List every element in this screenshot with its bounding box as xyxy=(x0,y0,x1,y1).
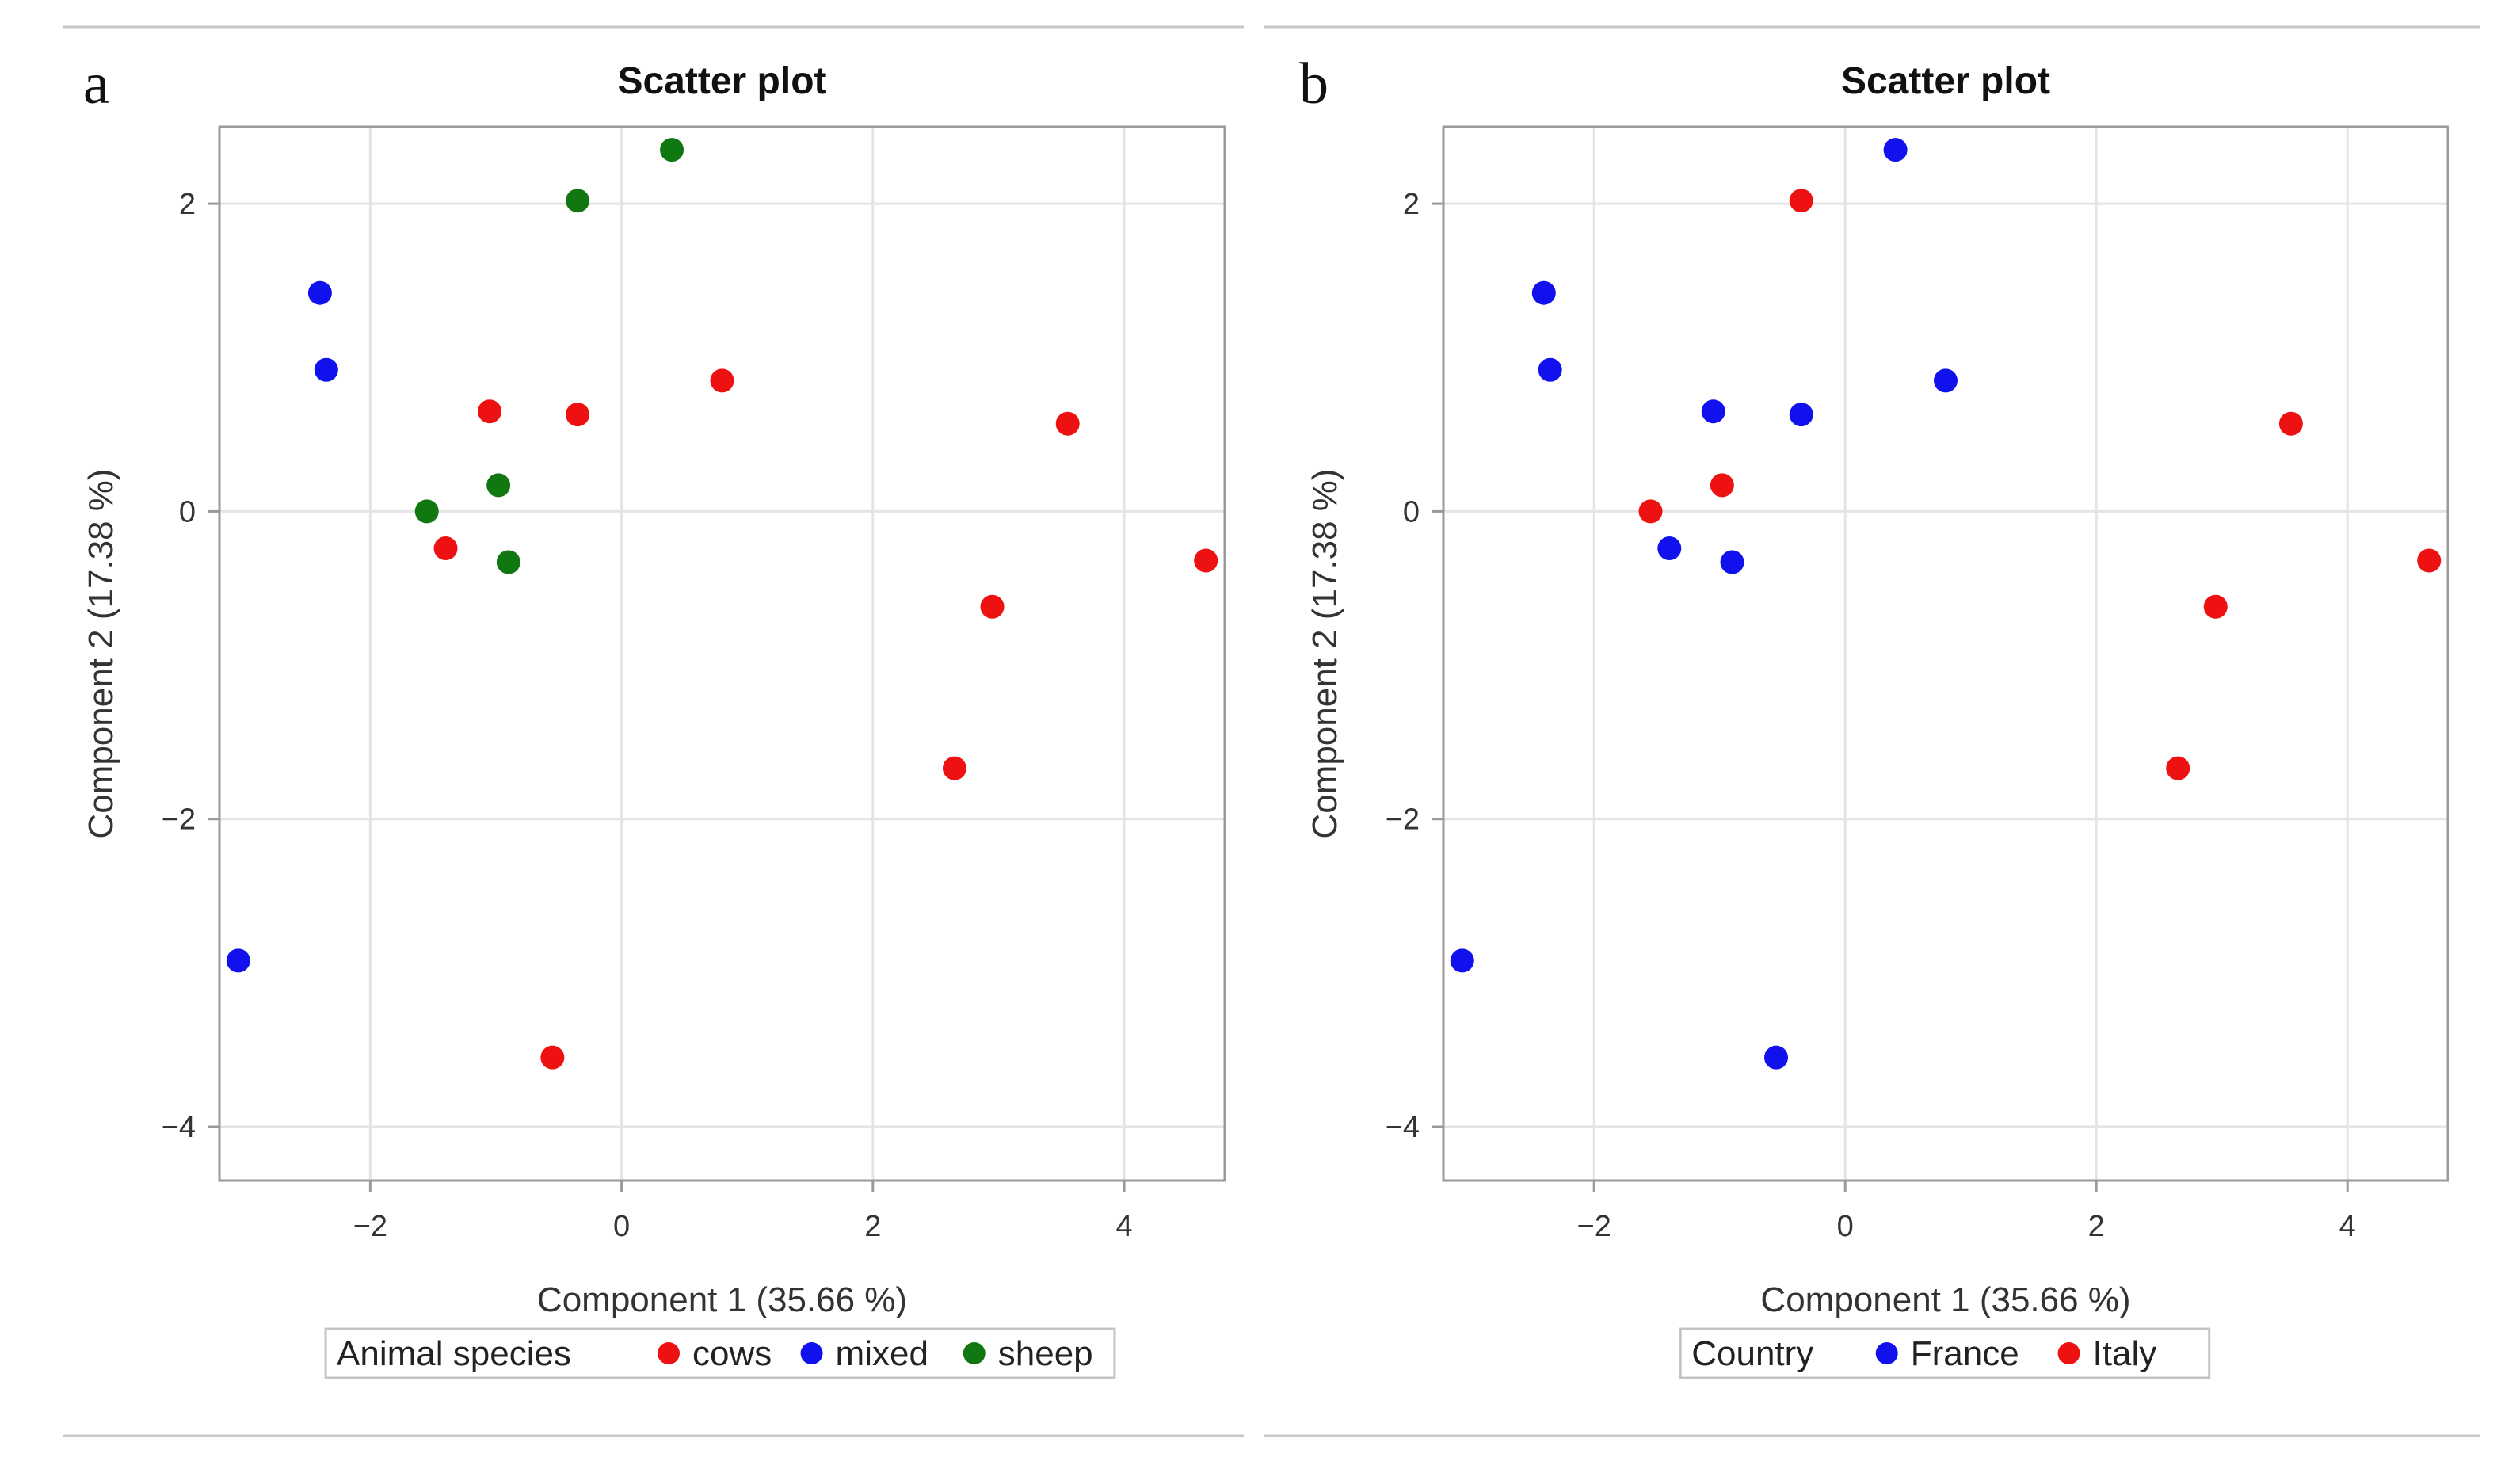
x-tick-label: 0 xyxy=(613,1210,630,1243)
y-tick-label: 0 xyxy=(1403,495,1420,528)
point-France xyxy=(1657,536,1682,560)
point-France xyxy=(1934,368,1958,393)
plot-title: Scatter plot xyxy=(617,60,826,102)
y-tick-label: −4 xyxy=(162,1111,196,1144)
point-France xyxy=(1531,280,1556,305)
point-France xyxy=(1450,948,1474,973)
plot-frame xyxy=(218,125,1226,1182)
legend-label-mixed: mixed xyxy=(836,1334,928,1373)
panel-letter: a xyxy=(83,52,109,116)
point-France xyxy=(1720,550,1744,574)
plot-frame xyxy=(1442,125,2449,1182)
point-France xyxy=(1883,138,1908,162)
point-France xyxy=(1764,1045,1789,1070)
legend-marker-cows xyxy=(658,1342,680,1364)
point-cows xyxy=(1194,548,1218,573)
point-mixed xyxy=(307,280,332,305)
point-cows xyxy=(433,536,458,560)
point-sheep xyxy=(486,473,511,498)
y-tick-label: 0 xyxy=(179,495,196,528)
panel-b: b Scatter plot −2 0 2 4 −4 −2 0 2 Component 1 (35.… xyxy=(1299,52,2449,1379)
legend: Country France Italy xyxy=(1679,1327,2211,1379)
point-sheep xyxy=(496,550,520,574)
legend-label-cows: cows xyxy=(692,1334,772,1373)
x-tick-label: −2 xyxy=(1577,1210,1611,1243)
legend-box xyxy=(1679,1327,2211,1379)
legend-title: Animal species xyxy=(337,1334,571,1373)
plot-title: Scatter plot xyxy=(1841,60,2050,102)
y-tick-label: −2 xyxy=(1386,803,1420,837)
y-tick-label: −2 xyxy=(162,803,196,837)
panel-letter: b xyxy=(1299,52,1329,116)
y-axis-label: Component 2 (17.38 %) xyxy=(1306,468,1344,838)
x-axis-label: Component 1 (35.66 %) xyxy=(1760,1280,2130,1319)
point-cows xyxy=(942,756,966,780)
y-tick-label: 2 xyxy=(1403,188,1420,221)
x-tick-label: 0 xyxy=(1837,1210,1854,1243)
point-cows xyxy=(710,368,734,393)
point-Italy xyxy=(1789,189,1813,213)
y-tick-label: 2 xyxy=(179,188,196,221)
plot-area xyxy=(1443,127,2448,1181)
plot-area xyxy=(219,127,1225,1181)
x-tick-label: 2 xyxy=(2088,1210,2105,1243)
point-sheep xyxy=(660,138,684,162)
legend: Animal species cows mixed sheep xyxy=(324,1327,1116,1379)
point-France xyxy=(1701,399,1725,424)
legend-label-Italy: Italy xyxy=(2093,1334,2157,1373)
x-tick-label: 4 xyxy=(2339,1210,2356,1243)
x-tick-label: 4 xyxy=(1116,1210,1133,1243)
y-axis-label: Component 2 (17.38 %) xyxy=(82,468,120,838)
point-cows xyxy=(1055,411,1080,436)
legend-title: Country xyxy=(1691,1334,1813,1373)
legend-marker-Italy xyxy=(2057,1342,2080,1364)
x-axis-label: Component 1 (35.66 %) xyxy=(537,1280,907,1319)
panel-a: a Scatter plot −2 0 2 4 −4 −2 0 2 Component 1 (35.… xyxy=(82,52,1226,1379)
point-Italy xyxy=(2203,594,2228,619)
legend-label-sheep: sheep xyxy=(998,1334,1093,1373)
point-Italy xyxy=(1638,499,1663,524)
point-sheep xyxy=(414,499,439,524)
legend-marker-mixed xyxy=(800,1342,823,1364)
point-France xyxy=(1789,403,1813,427)
point-Italy xyxy=(2166,756,2190,780)
point-cows xyxy=(980,594,1005,619)
legend-marker-sheep xyxy=(963,1342,986,1364)
legend-label-France: France xyxy=(1911,1334,2019,1373)
point-Italy xyxy=(2417,548,2442,573)
point-sheep xyxy=(566,189,590,213)
point-Italy xyxy=(2278,411,2303,436)
point-cows xyxy=(566,403,590,427)
x-tick-label: 2 xyxy=(864,1210,881,1243)
point-cows xyxy=(478,399,502,424)
y-tick-label: −4 xyxy=(1386,1111,1420,1144)
point-Italy xyxy=(1710,473,1734,498)
x-tick-label: −2 xyxy=(353,1210,387,1243)
point-cows xyxy=(540,1045,565,1070)
legend-marker-France xyxy=(1875,1342,1898,1364)
point-mixed xyxy=(226,948,250,973)
point-mixed xyxy=(314,357,338,382)
point-France xyxy=(1538,357,1562,382)
